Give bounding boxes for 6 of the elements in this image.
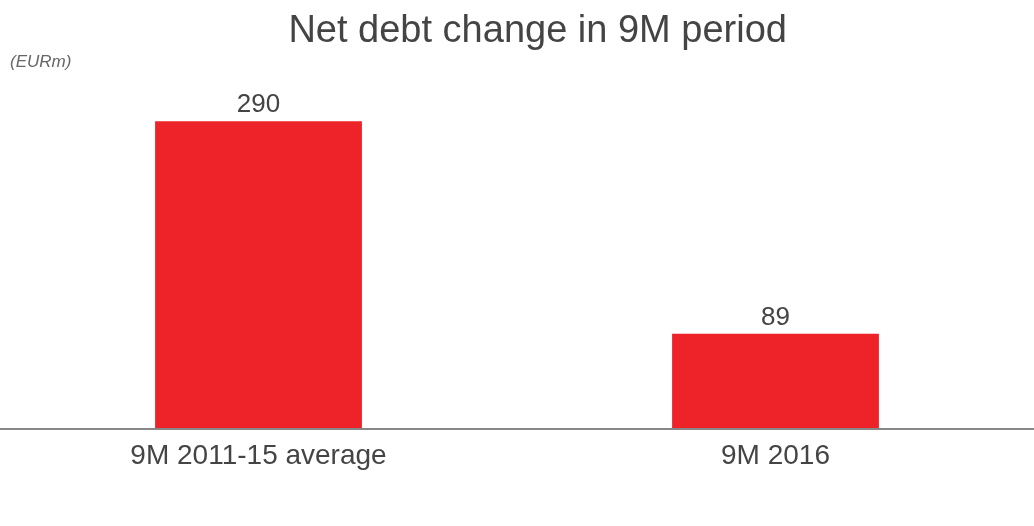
data-label: 89 — [761, 300, 790, 331]
x-tick-label: 9M 2016 — [721, 438, 830, 470]
data-label: 290 — [236, 88, 281, 119]
x-tick-label: 9M 2011-15 average — [130, 438, 387, 470]
chart-title: Net debt change in 9M period — [288, 8, 787, 51]
text: (EURm) — [10, 52, 72, 71]
